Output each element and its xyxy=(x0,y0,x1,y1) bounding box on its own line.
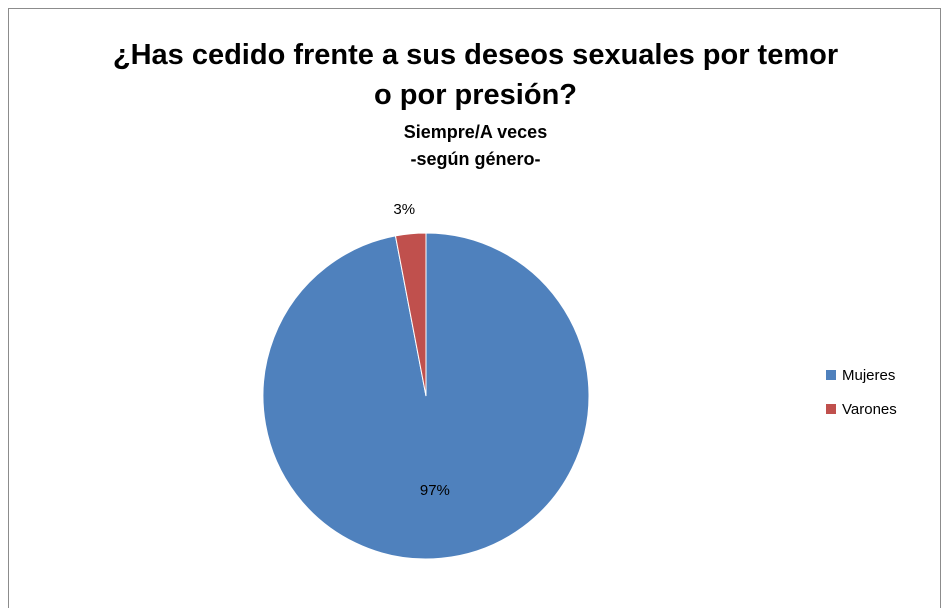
data-label-varones: 3% xyxy=(393,201,415,218)
chart-subtitle-line-2: -según género- xyxy=(410,149,541,169)
data-label-mujeres: 97% xyxy=(420,482,450,499)
legend-item-varones: Varones xyxy=(826,398,897,420)
legend-swatch-varones xyxy=(826,404,836,414)
legend-label-mujeres: Mujeres xyxy=(842,366,896,384)
chart-subtitle-line-1: Siempre/A veces xyxy=(403,122,548,142)
legend-item-mujeres: Mujeres xyxy=(826,364,897,386)
pie-slice-varones xyxy=(394,232,427,397)
legend-swatch-mujeres xyxy=(826,370,836,380)
pie-slices xyxy=(262,232,590,560)
chart-title-line-1: ¿Has cedido frente a sus deseos sexuales… xyxy=(112,39,839,71)
pie-labels: 97% 3% xyxy=(393,201,450,499)
legend-label-varones: Varones xyxy=(842,400,897,418)
legend: Mujeres Varones xyxy=(826,364,897,432)
chart-title-line-2: o por presión? xyxy=(374,79,577,111)
